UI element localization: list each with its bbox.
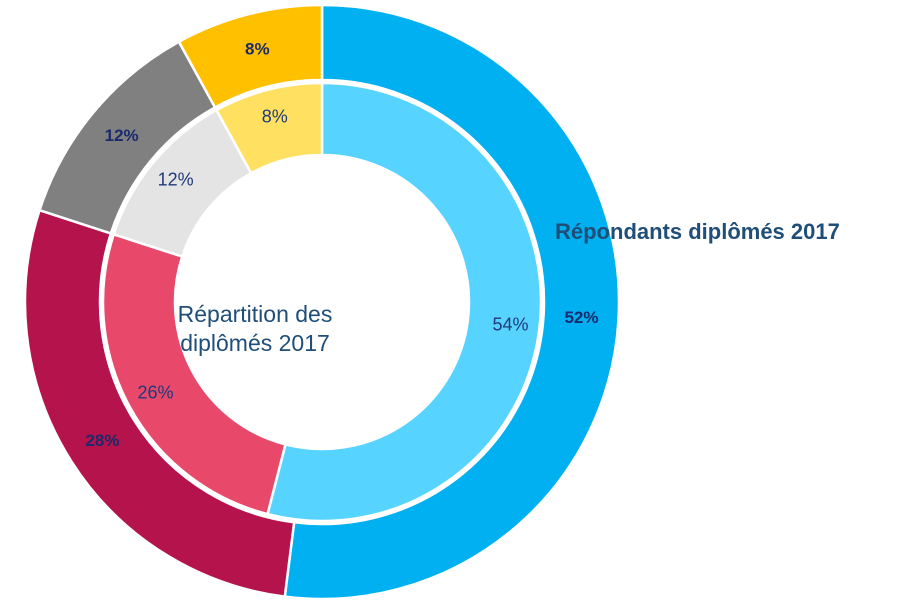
slice	[177, 3, 324, 110]
outer-series-name: Répondants diplômés 2017	[555, 219, 840, 244]
data-label: 54%	[492, 315, 528, 335]
data-label: 52%	[564, 308, 598, 327]
slice	[283, 3, 621, 600]
data-label: 26%	[137, 382, 173, 402]
slice	[266, 81, 543, 523]
slice	[23, 208, 296, 599]
data-label: 12%	[105, 126, 139, 145]
inner-series-name: Répartition des diplômés 2017	[177, 301, 333, 356]
data-label: 8%	[245, 40, 270, 59]
slice	[101, 232, 287, 516]
data-label: 28%	[85, 431, 119, 450]
data-label: 12%	[158, 170, 194, 190]
data-label: 8%	[262, 107, 288, 127]
slice	[214, 81, 324, 175]
